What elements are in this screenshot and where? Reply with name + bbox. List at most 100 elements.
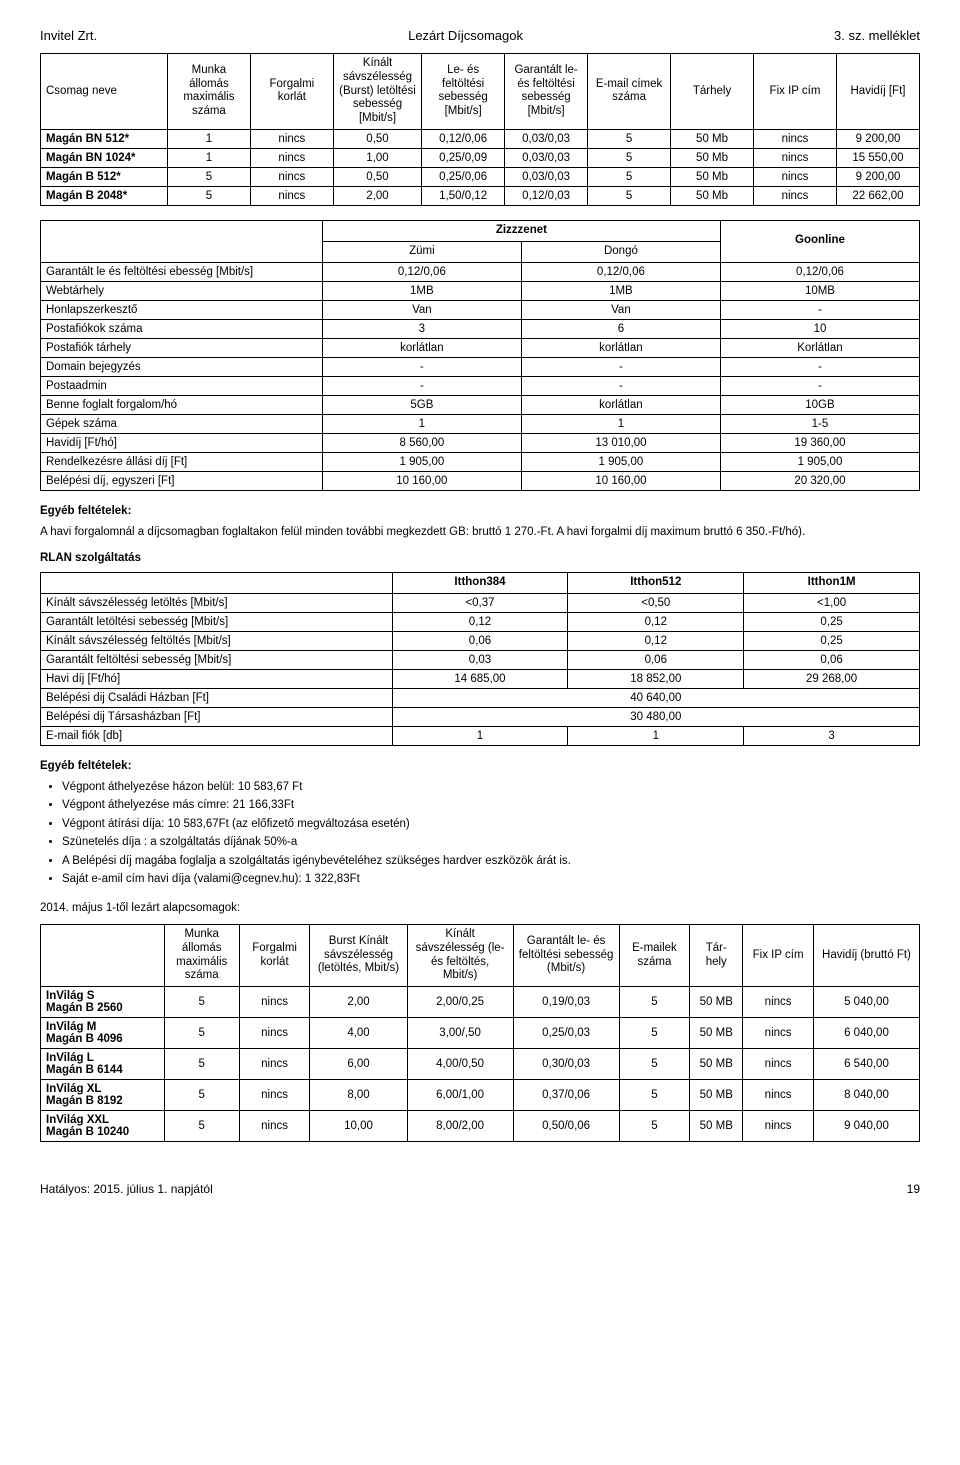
table-cell: 8 040,00 bbox=[813, 1080, 919, 1111]
table-cell: 1 bbox=[167, 129, 250, 148]
table-cell: nincs bbox=[743, 1018, 814, 1049]
rlan-table: Itthon384 Itthon512 Itthon1M Kínált sávs… bbox=[40, 572, 920, 746]
table-cell: 2,00/0,25 bbox=[407, 987, 513, 1018]
table-cell: 10,00 bbox=[310, 1111, 407, 1142]
table-cell: 1-5 bbox=[720, 414, 919, 433]
table-cell: 5GB bbox=[322, 395, 521, 414]
table-cell: 1,00 bbox=[333, 148, 421, 167]
header-center: Lezárt Díjcsomagok bbox=[408, 28, 523, 43]
table-cell: 4,00/0,50 bbox=[407, 1049, 513, 1080]
footer-left: Hatályos: 2015. július 1. napjától bbox=[40, 1182, 213, 1196]
zizzzenet-goonline-table: Zizzzenet Goonline Zümi Dongó Garantált … bbox=[40, 220, 920, 491]
table-cell: 50 MB bbox=[690, 1111, 743, 1142]
table-cell: nincs bbox=[239, 1111, 310, 1142]
footer-right: 19 bbox=[907, 1182, 920, 1196]
table-cell: 30 480,00 bbox=[392, 707, 919, 726]
t4-col-7: Tár-hely bbox=[690, 924, 743, 986]
table-cell: 9 040,00 bbox=[813, 1111, 919, 1142]
table-cell: 0,03/0,03 bbox=[505, 148, 588, 167]
table-cell: 0,25/0,06 bbox=[422, 167, 505, 186]
table-cell: Van bbox=[322, 300, 521, 319]
table-cell: 10MB bbox=[720, 281, 919, 300]
table-cell: 1,50/0,12 bbox=[422, 186, 505, 205]
table-cell: Kínált sávszélesség feltöltés [Mbit/s] bbox=[41, 631, 393, 650]
table-cell: - bbox=[521, 376, 720, 395]
table-cell: 50 Mb bbox=[671, 129, 754, 148]
table-cell: 5 bbox=[619, 1018, 690, 1049]
table-cell: 0,25 bbox=[744, 612, 920, 631]
t1-col-4: Le- és feltöltési sebesség [Mbit/s] bbox=[422, 54, 505, 130]
t4-col-3: Burst Kínált sávszélesség (letöltés, Mbi… bbox=[310, 924, 407, 986]
table-cell: 2,00 bbox=[333, 186, 421, 205]
table-cell: InVilág MMagán B 4096 bbox=[41, 1018, 165, 1049]
t4-col-8: Fix IP cím bbox=[743, 924, 814, 986]
list-item: A Belépési díj magába foglalja a szolgál… bbox=[62, 854, 920, 870]
table-cell: 5 bbox=[588, 186, 671, 205]
table-cell: Postafiók tárhely bbox=[41, 338, 323, 357]
table-cell: 0,06 bbox=[568, 650, 744, 669]
table-cell: 1 bbox=[521, 414, 720, 433]
table-cell: 2,00 bbox=[310, 987, 407, 1018]
t4-col-2: Forgalmi korlát bbox=[239, 924, 310, 986]
table-cell: 0,12/0,06 bbox=[322, 262, 521, 281]
table-cell: 1 bbox=[167, 148, 250, 167]
table-cell: 22 662,00 bbox=[836, 186, 919, 205]
table-cell: 10GB bbox=[720, 395, 919, 414]
table-cell: <0,50 bbox=[568, 593, 744, 612]
table-cell: InVilág XLMagán B 8192 bbox=[41, 1080, 165, 1111]
page-footer: Hatályos: 2015. július 1. napjától 19 bbox=[40, 1182, 920, 1196]
table-cell: 0,50 bbox=[333, 129, 421, 148]
t1-col-8: Fix IP cím bbox=[754, 54, 837, 130]
table-cell: 0,06 bbox=[392, 631, 568, 650]
table-cell: 0,19/0,03 bbox=[513, 987, 619, 1018]
table-cell: Van bbox=[521, 300, 720, 319]
table-cell: 3,00/,50 bbox=[407, 1018, 513, 1049]
table-cell: 5 bbox=[164, 987, 239, 1018]
table-cell: 5 bbox=[164, 1049, 239, 1080]
t1-col-5: Garantált le- és feltöltési sebesség [Mb… bbox=[505, 54, 588, 130]
table-cell: 6 bbox=[521, 319, 720, 338]
table-cell: - bbox=[521, 357, 720, 376]
other-conditions-label-1: Egyéb feltételek: bbox=[40, 505, 920, 517]
table-cell: 4,00 bbox=[310, 1018, 407, 1049]
table-cell: 5 bbox=[588, 129, 671, 148]
table-cell: 0,25 bbox=[744, 631, 920, 650]
table-cell: 18 852,00 bbox=[568, 669, 744, 688]
table-cell: Korlátlan bbox=[720, 338, 919, 357]
table-cell: nincs bbox=[743, 1049, 814, 1080]
table-cell: 0,06 bbox=[744, 650, 920, 669]
table-cell: 5 bbox=[619, 1080, 690, 1111]
t4-col-1: Munka állomás maximális száma bbox=[164, 924, 239, 986]
t3-col-2: Itthon512 bbox=[568, 573, 744, 594]
list-item: Végpont áthelyezése más címre: 21 166,33… bbox=[62, 798, 920, 814]
table-cell: 40 640,00 bbox=[392, 688, 919, 707]
table-cell: korlátlan bbox=[521, 395, 720, 414]
table-cell: 13 010,00 bbox=[521, 433, 720, 452]
list-item: Saját e-amil cím havi díja (valami@cegne… bbox=[62, 872, 920, 888]
table-cell: 10 bbox=[720, 319, 919, 338]
t3-col-0 bbox=[41, 573, 393, 594]
t3-col-3: Itthon1M bbox=[744, 573, 920, 594]
table-cell: Domain bejegyzés bbox=[41, 357, 323, 376]
table-cell: Webtárhely bbox=[41, 281, 323, 300]
table-cell: 50 Mb bbox=[671, 186, 754, 205]
table-cell: 5 bbox=[588, 148, 671, 167]
table-cell: Magán B 2048* bbox=[41, 186, 168, 205]
table-cell: 19 360,00 bbox=[720, 433, 919, 452]
table-cell: 0,12 bbox=[568, 631, 744, 650]
table-cell: 50 Mb bbox=[671, 148, 754, 167]
t4-col-0 bbox=[41, 924, 165, 986]
table-cell: 0,25/0,09 bbox=[422, 148, 505, 167]
table-cell: - bbox=[322, 357, 521, 376]
table-cell: Garantált feltöltési sebesség [Mbit/s] bbox=[41, 650, 393, 669]
table-cell: InVilág SMagán B 2560 bbox=[41, 987, 165, 1018]
table-cell: Garantált letöltési sebesség [Mbit/s] bbox=[41, 612, 393, 631]
table-cell: 0,12/0,06 bbox=[720, 262, 919, 281]
table-cell: 29 268,00 bbox=[744, 669, 920, 688]
table-cell: Belépési dij Családi Házban [Ft] bbox=[41, 688, 393, 707]
table-cell: 5 bbox=[164, 1018, 239, 1049]
table-cell: 0,12/0,06 bbox=[521, 262, 720, 281]
table-cell: 0,12/0,06 bbox=[422, 129, 505, 148]
t4-col-9: Havidíj (bruttó Ft) bbox=[813, 924, 919, 986]
table-cell: 0,50 bbox=[333, 167, 421, 186]
